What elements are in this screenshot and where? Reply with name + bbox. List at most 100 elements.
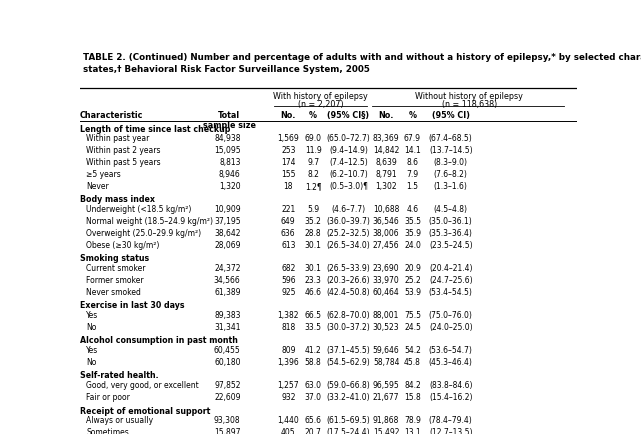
Text: Overweight (25.0–29.9 kg/m²): Overweight (25.0–29.9 kg/m²) <box>86 229 201 238</box>
Text: 83,369: 83,369 <box>373 135 399 143</box>
Text: 15,095: 15,095 <box>214 146 240 155</box>
Text: (26.5–33.9): (26.5–33.9) <box>326 264 370 273</box>
Text: 1,396: 1,396 <box>278 358 299 367</box>
Text: Always or usually: Always or usually <box>86 416 153 425</box>
Text: 1,382: 1,382 <box>278 311 299 320</box>
Text: 1.5: 1.5 <box>406 182 419 191</box>
Text: (33.2–41.0): (33.2–41.0) <box>326 393 370 402</box>
Text: (17.5–24.4): (17.5–24.4) <box>326 428 370 434</box>
Text: 31,341: 31,341 <box>214 323 240 332</box>
Text: 818: 818 <box>281 323 296 332</box>
Text: (12.7–13.5): (12.7–13.5) <box>429 428 472 434</box>
Text: Obese (≥30 kg/m²): Obese (≥30 kg/m²) <box>86 240 160 250</box>
Text: 14,842: 14,842 <box>373 146 399 155</box>
Text: (35.0–36.1): (35.0–36.1) <box>429 217 472 226</box>
Text: (15.4–16.2): (15.4–16.2) <box>429 393 472 402</box>
Text: (6.2–10.7): (6.2–10.7) <box>329 170 368 179</box>
Text: (75.0–76.0): (75.0–76.0) <box>429 311 472 320</box>
Text: 67.9: 67.9 <box>404 135 421 143</box>
Text: 1,302: 1,302 <box>376 182 397 191</box>
Text: 84.2: 84.2 <box>404 381 421 390</box>
Text: 33.5: 33.5 <box>304 323 322 332</box>
Text: 174: 174 <box>281 158 296 167</box>
Text: 59,646: 59,646 <box>373 346 399 355</box>
Text: 8.6: 8.6 <box>406 158 419 167</box>
Text: (25.2–32.5): (25.2–32.5) <box>327 229 370 238</box>
Text: (37.1–45.5): (37.1–45.5) <box>326 346 370 355</box>
Text: (53.4–54.5): (53.4–54.5) <box>429 288 472 296</box>
Text: 21,677: 21,677 <box>373 393 399 402</box>
Text: 1,257: 1,257 <box>278 381 299 390</box>
Text: 1,569: 1,569 <box>278 135 299 143</box>
Text: 63.0: 63.0 <box>304 381 322 390</box>
Text: (95% CI§): (95% CI§) <box>328 111 369 119</box>
Text: Current smoker: Current smoker <box>86 264 146 273</box>
Text: 24.5: 24.5 <box>404 323 421 332</box>
Text: 78.9: 78.9 <box>404 416 421 425</box>
Text: Former smoker: Former smoker <box>86 276 144 285</box>
Text: (59.0–66.8): (59.0–66.8) <box>326 381 370 390</box>
Text: Without history of epilepsy: Without history of epilepsy <box>415 92 523 101</box>
Text: 84,938: 84,938 <box>214 135 240 143</box>
Text: 649: 649 <box>281 217 296 226</box>
Text: %: % <box>408 111 417 119</box>
Text: Length of time since last checkup: Length of time since last checkup <box>80 125 231 134</box>
Text: Within past 5 years: Within past 5 years <box>86 158 161 167</box>
Text: (78.4–79.4): (78.4–79.4) <box>429 416 472 425</box>
Text: (7.4–12.5): (7.4–12.5) <box>329 158 368 167</box>
Text: 15,897: 15,897 <box>214 428 240 434</box>
Text: 24.0: 24.0 <box>404 240 421 250</box>
Text: 75.5: 75.5 <box>404 311 421 320</box>
Text: (n = 118,638): (n = 118,638) <box>442 99 497 108</box>
Text: 22,609: 22,609 <box>214 393 240 402</box>
Text: 24,372: 24,372 <box>214 264 240 273</box>
Text: 35.9: 35.9 <box>404 229 421 238</box>
Text: 37,195: 37,195 <box>214 217 240 226</box>
Text: 253: 253 <box>281 146 296 155</box>
Text: 54.2: 54.2 <box>404 346 421 355</box>
Text: (83.8–84.6): (83.8–84.6) <box>429 381 472 390</box>
Text: (24.7–25.6): (24.7–25.6) <box>429 276 472 285</box>
Text: 38,642: 38,642 <box>214 229 240 238</box>
Text: 8,791: 8,791 <box>376 170 397 179</box>
Text: (61.5–69.5): (61.5–69.5) <box>326 416 370 425</box>
Text: 25.2: 25.2 <box>404 276 421 285</box>
Text: No.: No. <box>378 111 394 119</box>
Text: 37.0: 37.0 <box>304 393 322 402</box>
Text: 809: 809 <box>281 346 296 355</box>
Text: Exercise in last 30 days: Exercise in last 30 days <box>80 301 185 310</box>
Text: 46.6: 46.6 <box>304 288 322 296</box>
Text: (0.5–3.0)¶: (0.5–3.0)¶ <box>329 182 368 191</box>
Text: 41.2: 41.2 <box>304 346 322 355</box>
Text: (30.0–37.2): (30.0–37.2) <box>326 323 370 332</box>
Text: 69.0: 69.0 <box>304 135 322 143</box>
Text: Within past year: Within past year <box>86 135 149 143</box>
Text: (54.5–62.9): (54.5–62.9) <box>326 358 370 367</box>
Text: With history of epilepsy: With history of epilepsy <box>273 92 368 101</box>
Text: 58,784: 58,784 <box>373 358 399 367</box>
Text: 13.1: 13.1 <box>404 428 421 434</box>
Text: (24.0–25.0): (24.0–25.0) <box>429 323 472 332</box>
Text: (26.5–34.0): (26.5–34.0) <box>326 240 370 250</box>
Text: 613: 613 <box>281 240 296 250</box>
Text: 30,523: 30,523 <box>373 323 399 332</box>
Text: (45.3–46.4): (45.3–46.4) <box>429 358 472 367</box>
Text: 65.6: 65.6 <box>304 416 322 425</box>
Text: Fair or poor: Fair or poor <box>86 393 130 402</box>
Text: (62.8–70.0): (62.8–70.0) <box>326 311 370 320</box>
Text: 20.7: 20.7 <box>304 428 322 434</box>
Text: Sometimes: Sometimes <box>86 428 129 434</box>
Text: 10,688: 10,688 <box>373 205 399 214</box>
Text: 4.6: 4.6 <box>406 205 419 214</box>
Text: 925: 925 <box>281 288 296 296</box>
Text: (23.5–24.5): (23.5–24.5) <box>429 240 472 250</box>
Text: 1,320: 1,320 <box>219 182 240 191</box>
Text: 23.3: 23.3 <box>304 276 322 285</box>
Text: 8.2: 8.2 <box>307 170 319 179</box>
Text: ≥5 years: ≥5 years <box>86 170 121 179</box>
Text: 596: 596 <box>281 276 296 285</box>
Text: 405: 405 <box>281 428 296 434</box>
Text: 30.1: 30.1 <box>304 264 322 273</box>
Text: 97,852: 97,852 <box>214 381 240 390</box>
Text: 35.2: 35.2 <box>304 217 322 226</box>
